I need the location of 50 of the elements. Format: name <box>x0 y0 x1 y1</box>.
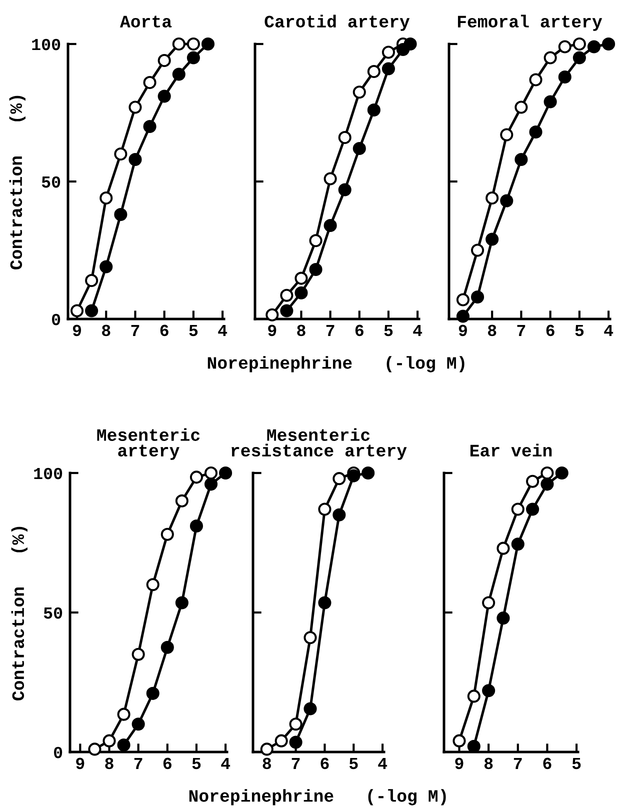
x-tick-label: 7 <box>134 758 142 769</box>
y-tick-label: 100 <box>32 38 60 50</box>
y-tick-label: 0 <box>52 314 60 326</box>
x-tick-label: 6 <box>160 324 168 336</box>
x-tick-label: 6 <box>543 758 552 770</box>
y-tick-label: 50 <box>44 607 62 619</box>
x-tick-label: 4 <box>604 324 614 336</box>
x-tick-label: 6 <box>355 324 364 336</box>
x-tick-label: 7 <box>514 758 522 769</box>
chart-title: Aorta <box>120 16 172 28</box>
y-axis-title: Contraction (%) <box>9 96 26 270</box>
x-tick-label: 7 <box>326 324 334 336</box>
x-tick-label: 8 <box>105 758 114 770</box>
x-tick-label: 7 <box>517 324 526 336</box>
x-tick-label: 5 <box>384 324 393 336</box>
x-tick-label: 8 <box>488 324 496 336</box>
chart-title: Carotid artery <box>264 14 410 31</box>
x-tick-label: 4 <box>221 758 230 769</box>
x-axis-title: Norepinephrine (-log M) <box>208 356 464 372</box>
x-axis-title: Norepinephrine (-log M) <box>189 789 446 806</box>
x-tick-label: 4 <box>413 324 422 336</box>
x-tick-label: 4 <box>218 324 228 336</box>
y-axis-title: Contraction (%) <box>11 526 28 700</box>
x-tick-label: 9 <box>76 758 84 770</box>
x-tick-label: 8 <box>484 758 493 770</box>
chart-title: Mesenteric resistance artery <box>232 428 407 460</box>
x-tick-label: 7 <box>131 324 140 336</box>
x-tick-label: 5 <box>189 324 198 336</box>
x-tick-label: 9 <box>72 324 82 336</box>
x-tick-label: 6 <box>546 324 554 336</box>
y-tick-label: 100 <box>34 468 62 480</box>
x-tick-label: 4 <box>378 758 388 769</box>
x-tick-label: 8 <box>102 324 110 336</box>
chart-title: Mesenteric artery <box>97 428 200 460</box>
x-tick-label: 6 <box>320 758 329 770</box>
x-tick-label: 9 <box>458 324 467 336</box>
x-tick-label: 5 <box>575 324 584 336</box>
chart-title: Ear vein <box>470 444 552 457</box>
y-tick-label: 0 <box>54 746 62 758</box>
x-tick-label: 6 <box>163 758 172 770</box>
x-tick-label: 5 <box>349 758 358 770</box>
x-tick-label: 9 <box>455 758 464 770</box>
chart-title: Femoral artery <box>458 14 602 31</box>
x-tick-label: 7 <box>292 758 300 769</box>
x-tick-label: 5 <box>572 758 581 770</box>
x-tick-label: 9 <box>268 324 276 336</box>
y-tick-label: 50 <box>42 176 60 188</box>
x-tick-label: 8 <box>262 758 271 770</box>
x-tick-label: 5 <box>192 758 201 770</box>
x-tick-label: 8 <box>297 324 306 336</box>
